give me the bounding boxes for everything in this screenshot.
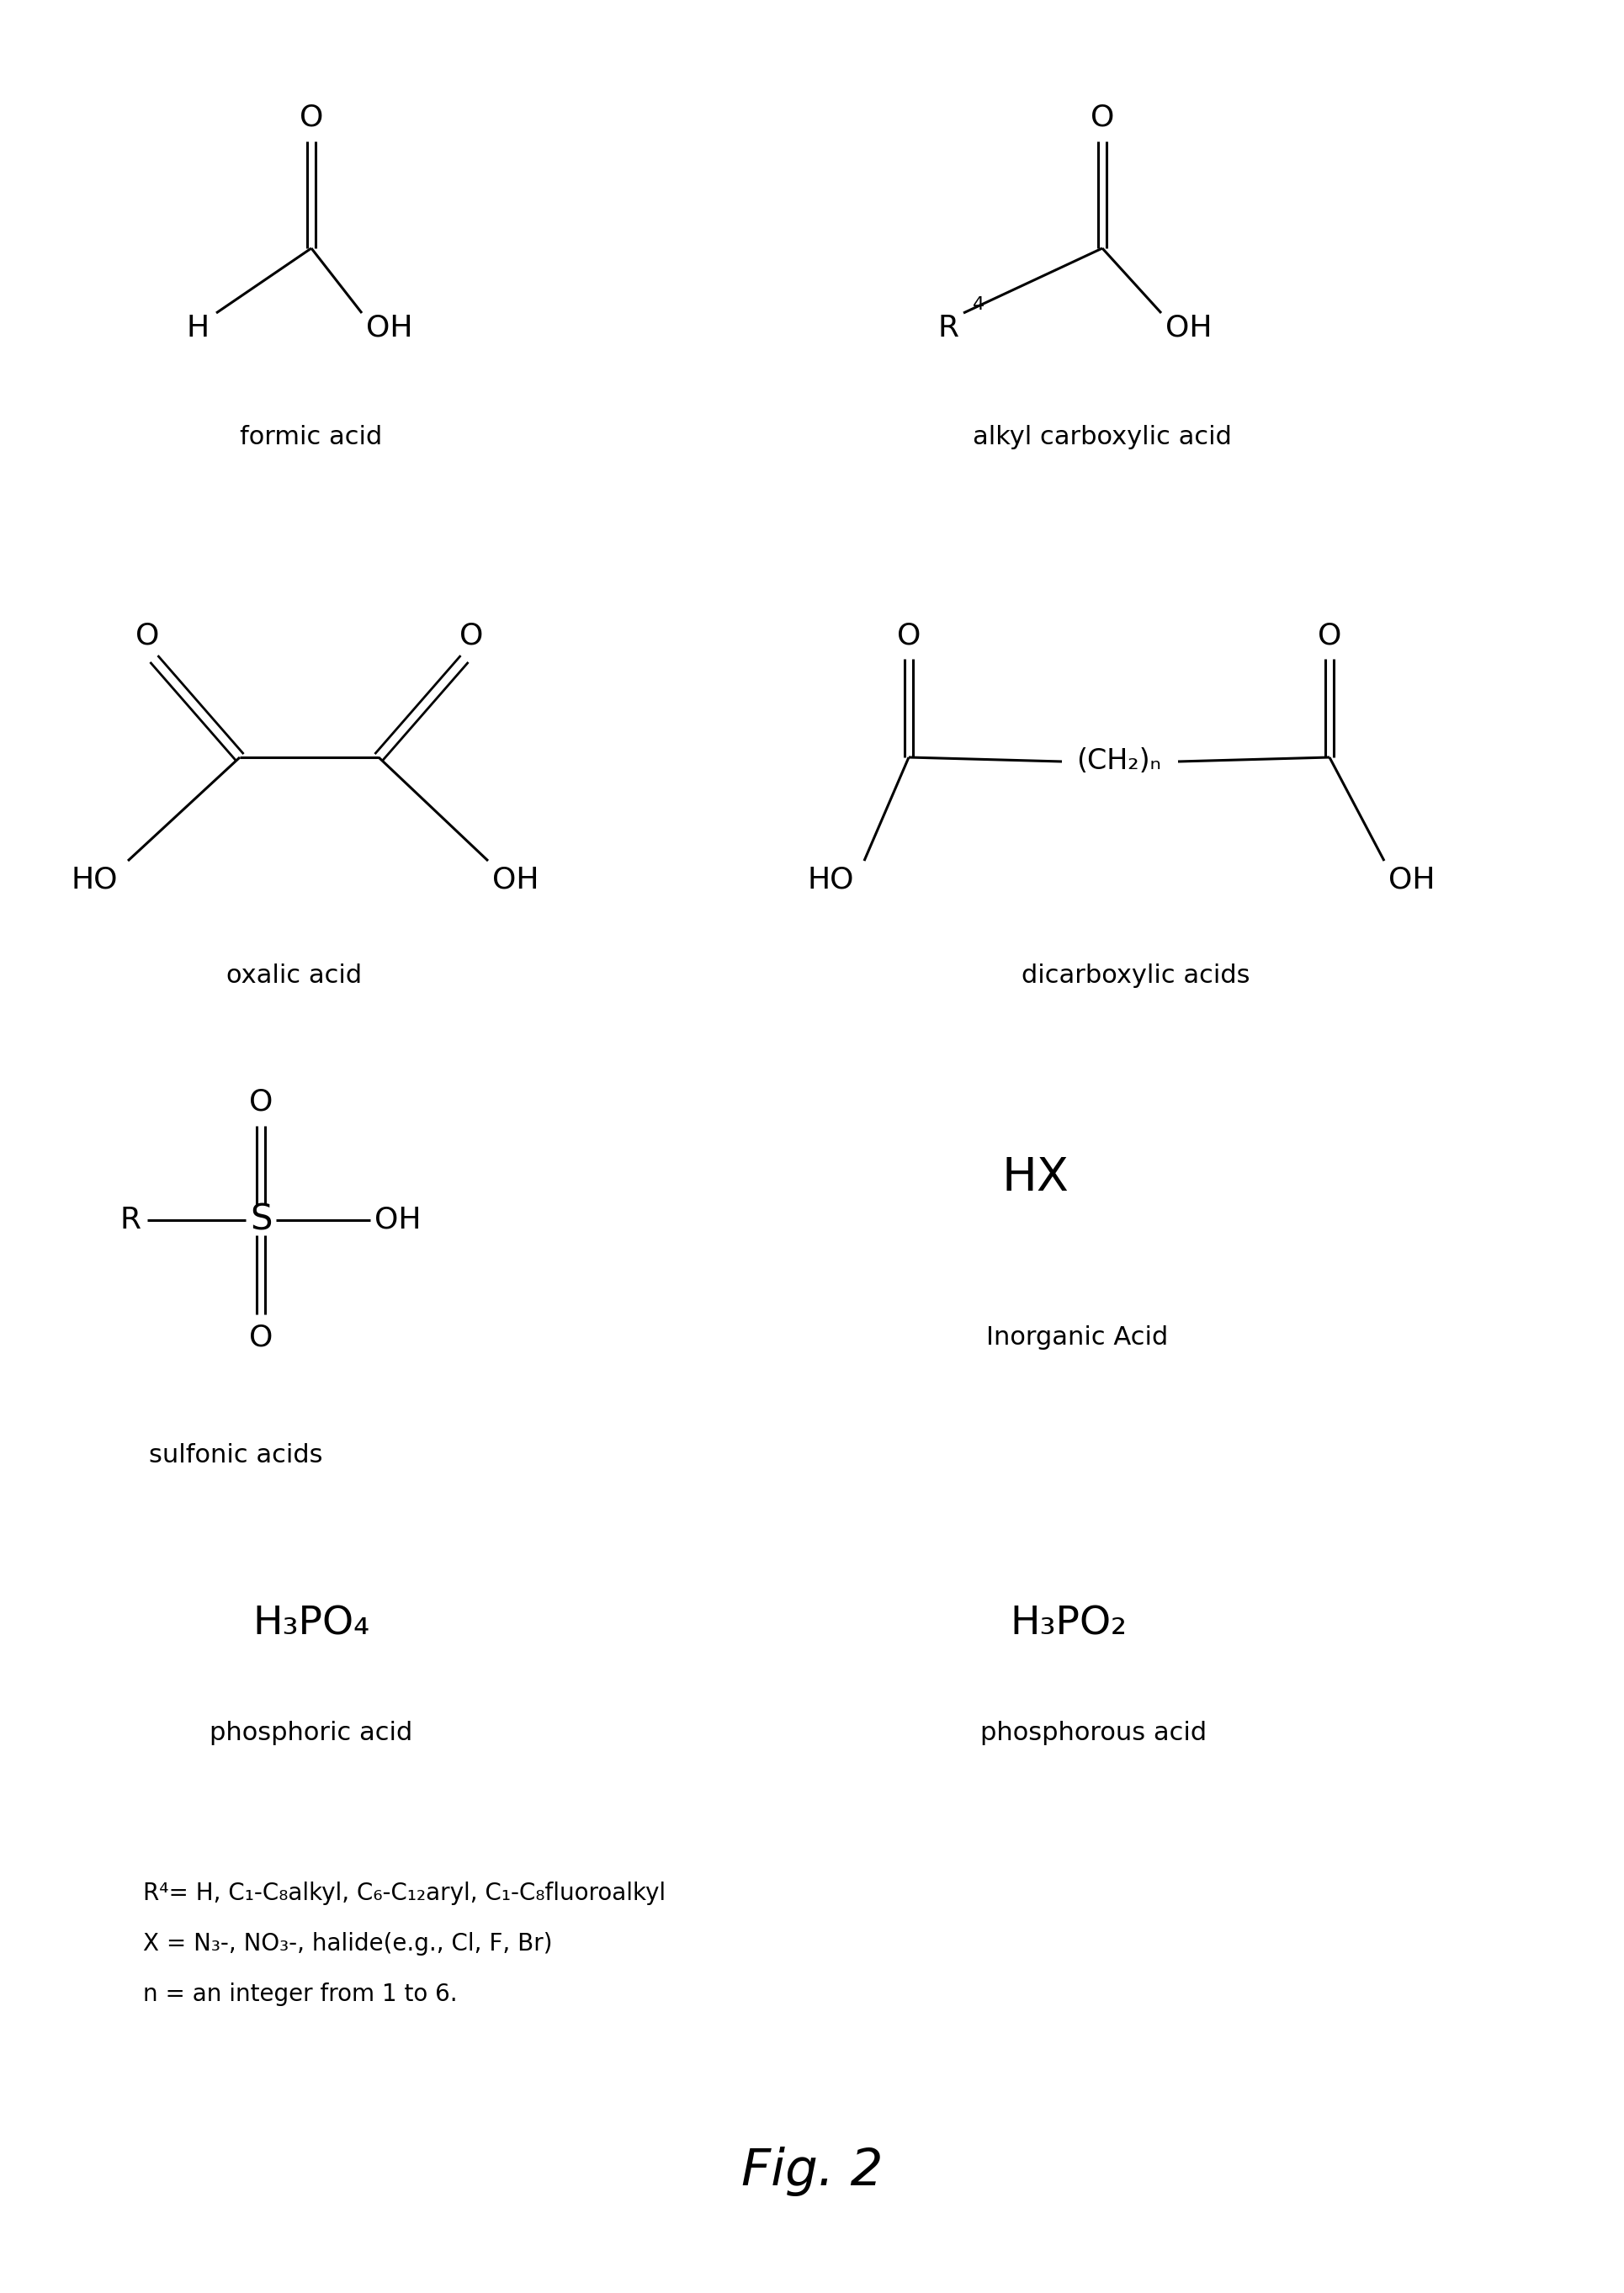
- Text: OH: OH: [1166, 314, 1212, 342]
- Text: OH: OH: [375, 1206, 421, 1234]
- Text: (CH₂)ₙ: (CH₂)ₙ: [1077, 748, 1161, 775]
- Text: HO: HO: [807, 864, 854, 894]
- Text: O: O: [460, 621, 484, 649]
- Text: n = an integer from 1 to 6.: n = an integer from 1 to 6.: [143, 1983, 458, 2006]
- Text: O: O: [248, 1087, 273, 1117]
- Text: Inorganic Acid: Inorganic Acid: [986, 1325, 1168, 1351]
- Text: O: O: [135, 621, 159, 649]
- Text: H: H: [187, 314, 209, 342]
- Text: OH: OH: [365, 314, 412, 342]
- Text: HO: HO: [71, 864, 119, 894]
- Text: dicarboxylic acids: dicarboxylic acids: [1021, 963, 1250, 988]
- Text: phosphorous acid: phosphorous acid: [981, 1722, 1207, 1745]
- Text: R: R: [939, 314, 960, 342]
- Text: R⁴= H, C₁-C₈alkyl, C₆-C₁₂aryl, C₁-C₈fluoroalkyl: R⁴= H, C₁-C₈alkyl, C₆-C₁₂aryl, C₁-C₈fluo…: [143, 1883, 666, 1905]
- Text: alkyl carboxylic acid: alkyl carboxylic acid: [973, 426, 1233, 449]
- Text: X = N₃-, NO₃-, halide(e.g., Cl, F, Br): X = N₃-, NO₃-, halide(e.g., Cl, F, Br): [143, 1933, 552, 1956]
- Text: Fig. 2: Fig. 2: [741, 2146, 883, 2197]
- Text: OH: OH: [1389, 864, 1436, 894]
- Text: formic acid: formic acid: [240, 426, 383, 449]
- Text: R: R: [120, 1206, 141, 1234]
- Text: 4: 4: [973, 296, 984, 314]
- Text: oxalic acid: oxalic acid: [227, 963, 362, 988]
- Text: OH: OH: [492, 864, 539, 894]
- Text: H₃PO₄: H₃PO₄: [253, 1605, 370, 1644]
- Text: H₃PO₂: H₃PO₂: [1010, 1605, 1127, 1644]
- Text: phosphoric acid: phosphoric acid: [209, 1722, 412, 1745]
- Text: O: O: [1090, 103, 1114, 133]
- Text: O: O: [896, 621, 921, 649]
- Text: O: O: [299, 103, 323, 133]
- Text: O: O: [1317, 621, 1341, 649]
- Text: sulfonic acids: sulfonic acids: [149, 1445, 323, 1468]
- Text: HX: HX: [1002, 1156, 1069, 1202]
- Text: S: S: [250, 1202, 271, 1238]
- Text: O: O: [248, 1323, 273, 1353]
